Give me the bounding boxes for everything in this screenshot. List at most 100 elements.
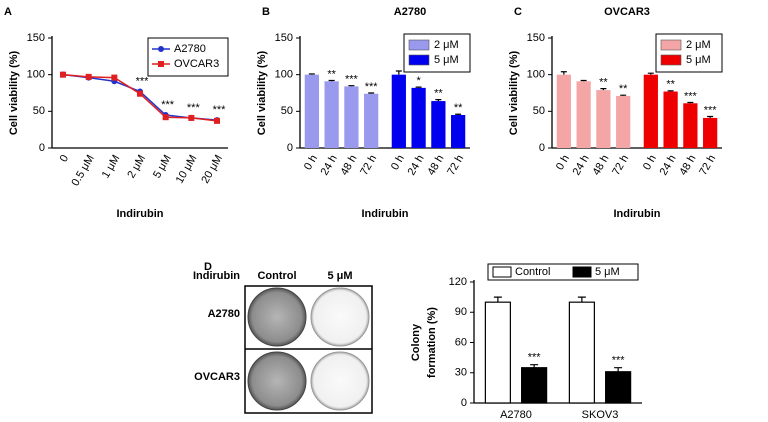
y-tick-label: 50 [33,105,45,117]
significance-label: ** [327,68,336,80]
bar [324,81,339,148]
image-row-label: OVCAR3 [194,371,240,383]
panel-letter: B [262,6,270,18]
significance-label: *** [528,352,542,364]
panel-letter: C [514,6,522,18]
image-row-label: A2780 [208,308,240,320]
image-header: Indirubin [193,270,240,282]
y-axis-label: Cell viability (%) [8,50,20,135]
significance-label: ** [434,88,443,100]
bar [556,74,571,148]
legend-swatch [660,54,682,66]
legend-label: OVCAR3 [174,58,219,70]
x-tick-label: 24 h [658,153,679,178]
y-tick-label: 100 [527,69,545,81]
dish-image [247,287,307,347]
legend-marker [158,61,164,67]
x-tick-label: 0 h [302,153,320,172]
error-bar [530,364,539,368]
x-axis-label: Indirubin [613,208,660,220]
error-bar [600,88,607,91]
bar [451,115,466,148]
legend-label: 5 μM [434,54,459,66]
x-tick-label: 24 h [319,153,340,178]
error-bar [667,90,674,92]
point [85,73,92,80]
significance-label: *** [213,104,227,116]
point [214,117,220,124]
x-tick-label: 1 μM [100,153,123,180]
legend-label: Control [515,266,550,278]
point [137,90,143,97]
bar [391,74,406,148]
error-bar [647,72,654,75]
error-bar [395,70,402,75]
legend-label: 5 μM [686,54,711,66]
dish-image [310,351,370,411]
error-bar [435,99,442,102]
x-tick-label: 0 h [389,153,407,172]
legend-swatch [408,39,430,51]
bar [304,74,319,148]
y-tick-label: 50 [281,105,293,117]
y-tick-label: 30 [455,367,467,379]
bar [521,367,548,404]
x-tick-label: 0 [58,153,71,164]
x-tick-label: 10 μM [174,153,200,186]
x-tick-label: A2780 [500,409,532,421]
bar [576,81,591,148]
significance-label: ** [454,102,463,114]
x-tick-label: SKOV3 [582,409,619,421]
bar [643,74,658,148]
image-column-label: 5 μM [327,270,352,282]
x-tick-label: 72 h [358,153,379,178]
error-bar [620,94,627,96]
error-bar [368,92,375,94]
error-bar [707,115,714,118]
error-bar [348,85,355,87]
bar [344,86,359,148]
legend-label: 2 μM [434,39,459,51]
significance-label: *** [187,102,201,114]
legend-box [487,263,639,281]
significance-label: ** [619,83,628,95]
chart-title: OVCAR3 [604,6,650,18]
y-tick-label: 100 [275,69,293,81]
y-tick-label: 0 [539,142,545,154]
significance-label: ** [599,77,608,89]
significance-label: *** [704,104,718,116]
bar [568,301,595,404]
y-tick-label: 0 [39,142,45,154]
y-axis-label: Cell viability (%) [256,50,268,135]
x-tick-label: 48 h [425,153,446,178]
error-bar [455,113,462,115]
y-tick-label: 150 [527,32,545,44]
x-tick-label: 0 h [641,153,659,172]
significance-label: *** [612,355,626,367]
legend-label: 5 μM [595,266,620,278]
x-tick-label: 72 h [697,153,718,178]
dish-image [247,351,307,411]
legend-label: 2 μM [686,39,711,51]
bar [364,93,379,148]
x-axis-label: Indirubin [361,208,408,220]
legend-box [147,37,229,77]
image-column-label: Control [257,270,296,282]
bar [663,91,678,148]
x-tick-label: 2 μM [125,153,148,180]
significance-label: *** [345,74,359,86]
x-tick-label: 48 h [590,153,611,178]
y-axis-label: Cell viability (%) [508,50,520,135]
error-bar [560,71,567,75]
dish-image [310,287,370,347]
y-tick-label: 0 [461,397,467,409]
x-tick-label: 24 h [406,153,427,178]
legend-swatch [492,266,512,278]
point [60,71,66,78]
error-bar [328,79,335,82]
x-tick-label: 72 h [610,153,631,178]
significance-label: * [416,75,421,87]
y-tick-label: 60 [455,336,467,348]
x-tick-label: 24 h [571,153,592,178]
